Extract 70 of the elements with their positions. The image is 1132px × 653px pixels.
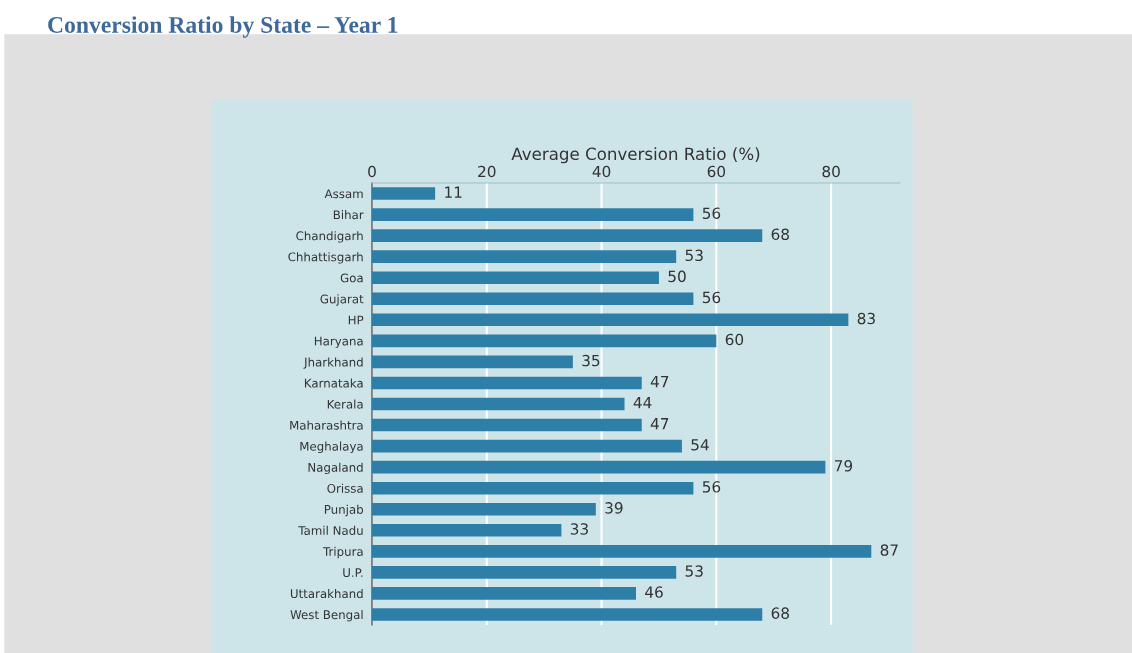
- bar: [372, 608, 763, 621]
- y-tick-label: Karnataka: [304, 378, 363, 388]
- data-label: 50: [668, 270, 686, 283]
- bar: [372, 334, 717, 348]
- chart-title: Conversion Ratio by State – Year 1: [48, 16, 398, 38]
- data-label: 56: [702, 481, 721, 493]
- data-label: 44: [633, 397, 652, 409]
- data-label: 46: [645, 586, 663, 598]
- x-tick-label: 20: [478, 165, 496, 178]
- bar: [372, 187, 436, 200]
- bar: [372, 502, 596, 516]
- y-tick-label: Chandigarh: [296, 231, 363, 243]
- data-label: 60: [725, 333, 744, 346]
- data-label: 47: [650, 418, 669, 430]
- data-label: 68: [771, 607, 789, 619]
- y-tick-label: Assam: [324, 189, 363, 199]
- data-label: 53: [685, 565, 703, 577]
- x-tick-label: 40: [592, 165, 611, 178]
- y-tick-label: Goa: [340, 273, 363, 283]
- x-tick-label: 60: [707, 165, 726, 178]
- data-label: 56: [702, 291, 721, 304]
- bar: [372, 355, 573, 369]
- bar: [372, 397, 625, 411]
- y-tick-label: West Bengal: [290, 609, 363, 622]
- data-label: 39: [605, 502, 623, 514]
- data-label: 83: [857, 312, 875, 325]
- y-tick-label: Meghalaya: [300, 441, 363, 454]
- bar: [372, 566, 677, 579]
- y-tick-label: HP: [348, 315, 364, 325]
- x-tick-label: 0: [368, 165, 376, 178]
- y-tick-label: Uttarakhand: [290, 588, 363, 599]
- y-tick-label: U.P.: [343, 568, 363, 578]
- y-tick-label: Tamil Nadu: [298, 525, 363, 535]
- bar: [372, 292, 694, 306]
- data-label: 35: [582, 354, 600, 367]
- bar: [372, 313, 849, 327]
- y-tick-label: Jharkhand: [303, 357, 363, 369]
- bar: [372, 418, 642, 432]
- bar: [372, 229, 763, 242]
- bar: [372, 587, 636, 600]
- y-tick-label: Chhattisgarh: [288, 252, 363, 264]
- x-axis-title: Average Conversion Ratio (%): [511, 147, 760, 164]
- data-label: 54: [691, 439, 709, 451]
- bar: [372, 376, 642, 390]
- y-tick-label: Maharashtra: [290, 420, 363, 430]
- data-label: 87: [880, 544, 898, 556]
- data-label: 68: [771, 228, 789, 241]
- bar: [372, 250, 677, 263]
- bar: [372, 481, 694, 495]
- y-tick-label: Punjab: [324, 504, 364, 517]
- data-label: 79: [834, 460, 853, 472]
- bar: [372, 545, 872, 558]
- y-tick-label: Haryana: [314, 336, 363, 348]
- y-tick-label: Nagaland: [308, 462, 363, 475]
- y-tick-label: Gujarat: [320, 294, 364, 306]
- y-tick-label: Bihar: [333, 210, 364, 220]
- x-tick-label: 80: [822, 165, 840, 178]
- bar: [372, 271, 659, 285]
- data-label: 53: [685, 249, 703, 262]
- bar: [372, 523, 562, 537]
- data-label: 33: [570, 523, 588, 535]
- data-label: 47: [650, 376, 669, 388]
- bar: [372, 208, 694, 221]
- data-label: 11: [445, 186, 462, 198]
- y-tick-label: Orissa: [327, 483, 363, 493]
- bar: [372, 460, 826, 474]
- y-tick-label: Tripura: [322, 546, 363, 559]
- bar: [372, 439, 682, 453]
- y-tick-label: Kerala: [327, 399, 363, 409]
- data-label: 56: [702, 207, 721, 219]
